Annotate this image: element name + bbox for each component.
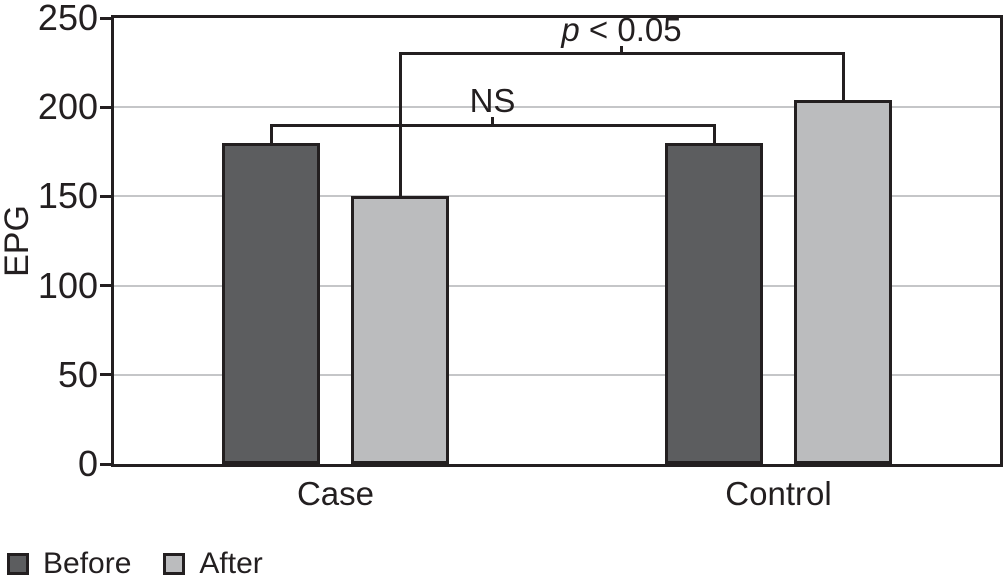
significance-bracket-before-right-drop <box>712 125 716 143</box>
plot-area: p < 0.05 NS <box>111 10 1003 467</box>
significance-bracket-after-label-italic: p <box>561 10 580 48</box>
y-tick-label-250: 250 <box>37 0 98 38</box>
gridline-150 <box>114 195 1000 198</box>
legend: Before After <box>7 549 263 578</box>
significance-bracket-after-center-tick <box>620 45 623 54</box>
legend-swatch-before <box>7 553 29 575</box>
bar-case-after <box>351 196 449 464</box>
y-tick-0 <box>100 462 112 466</box>
x-label-control: Control <box>725 475 832 512</box>
legend-label-after: After <box>199 547 263 578</box>
gridline-100 <box>114 284 1000 287</box>
bar-control-before <box>665 143 763 464</box>
x-label-case: Case <box>296 475 375 512</box>
y-tick-100 <box>100 284 112 288</box>
y-tick-label-0: 0 <box>77 443 98 484</box>
y-tick-label-50: 50 <box>57 353 98 395</box>
legend-label-before: Before <box>43 547 132 578</box>
bar-case-before <box>222 143 320 464</box>
significance-bracket-before-label: NS <box>469 82 516 120</box>
y-tick-250 <box>100 16 112 20</box>
significance-bracket-after-right-drop <box>841 53 845 101</box>
y-tick-200 <box>100 105 112 109</box>
gridline-50 <box>114 373 1000 376</box>
y-tick-label-100: 100 <box>37 264 98 306</box>
y-tick-label-200: 200 <box>37 86 98 128</box>
gridline-200 <box>114 106 1000 109</box>
y-tick-label-150: 150 <box>37 175 98 217</box>
y-tick-150 <box>100 194 112 198</box>
legend-item-after: After <box>163 547 263 578</box>
legend-swatch-after <box>163 553 186 575</box>
bar-control-after <box>794 100 892 464</box>
significance-bracket-after-line <box>398 52 845 56</box>
significance-bracket-before-line <box>269 123 716 127</box>
significance-bracket-after-label: p < 0.05 <box>561 10 682 48</box>
significance-bracket-before-center-tick <box>491 117 494 126</box>
significance-bracket-before-left-drop <box>269 125 273 143</box>
legend-item-before: Before <box>7 549 131 578</box>
y-tick-50 <box>100 373 112 377</box>
y-axis-title: EPG <box>0 205 36 277</box>
